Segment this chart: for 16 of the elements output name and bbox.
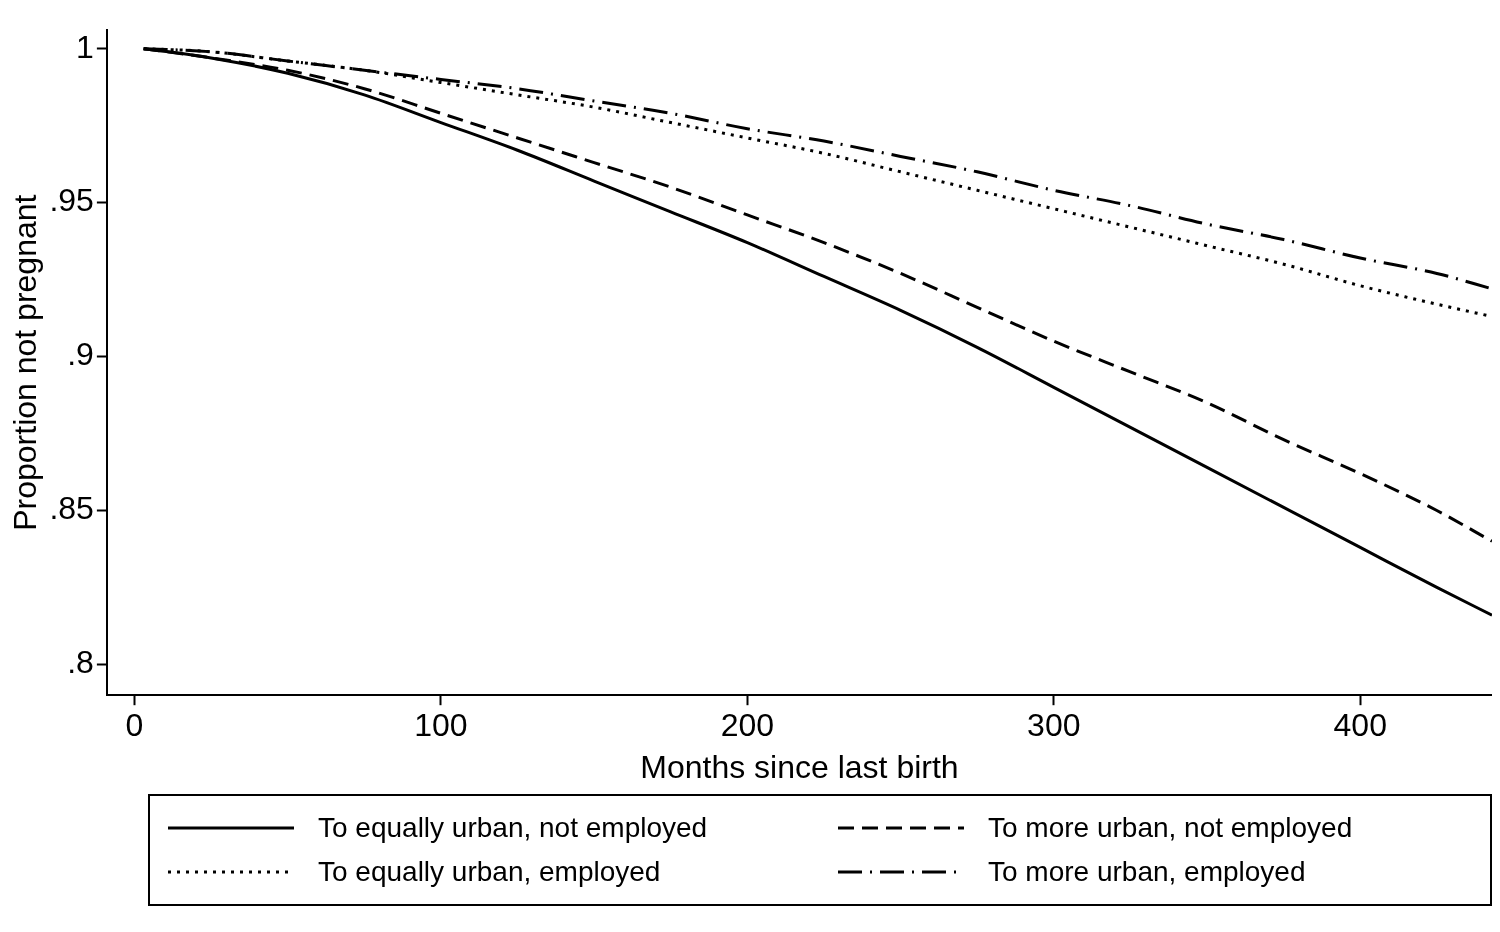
x-tick-label: 400	[1333, 707, 1387, 744]
y-tick-label: .85	[49, 490, 94, 527]
legend-label: To more urban, not employed	[988, 812, 1353, 844]
x-tick-label: 100	[414, 707, 468, 744]
y-tick-label: 1	[76, 28, 94, 65]
y-tick-label: .95	[49, 182, 94, 219]
x-tick-label: 0	[125, 707, 144, 744]
y-axis-title: Proportion not pregnant	[7, 194, 44, 531]
x-tick-label: 300	[1027, 707, 1081, 744]
y-tick-label: .8	[67, 644, 94, 681]
legend-label: To equally urban, employed	[318, 856, 661, 888]
x-tick-label: 200	[720, 707, 775, 744]
legend-label: To more urban, employed	[988, 856, 1306, 888]
x-axis-title: Months since last birth	[640, 748, 959, 785]
y-tick-label: .9	[67, 336, 94, 373]
legend-label: To equally urban, not employed	[318, 812, 708, 844]
